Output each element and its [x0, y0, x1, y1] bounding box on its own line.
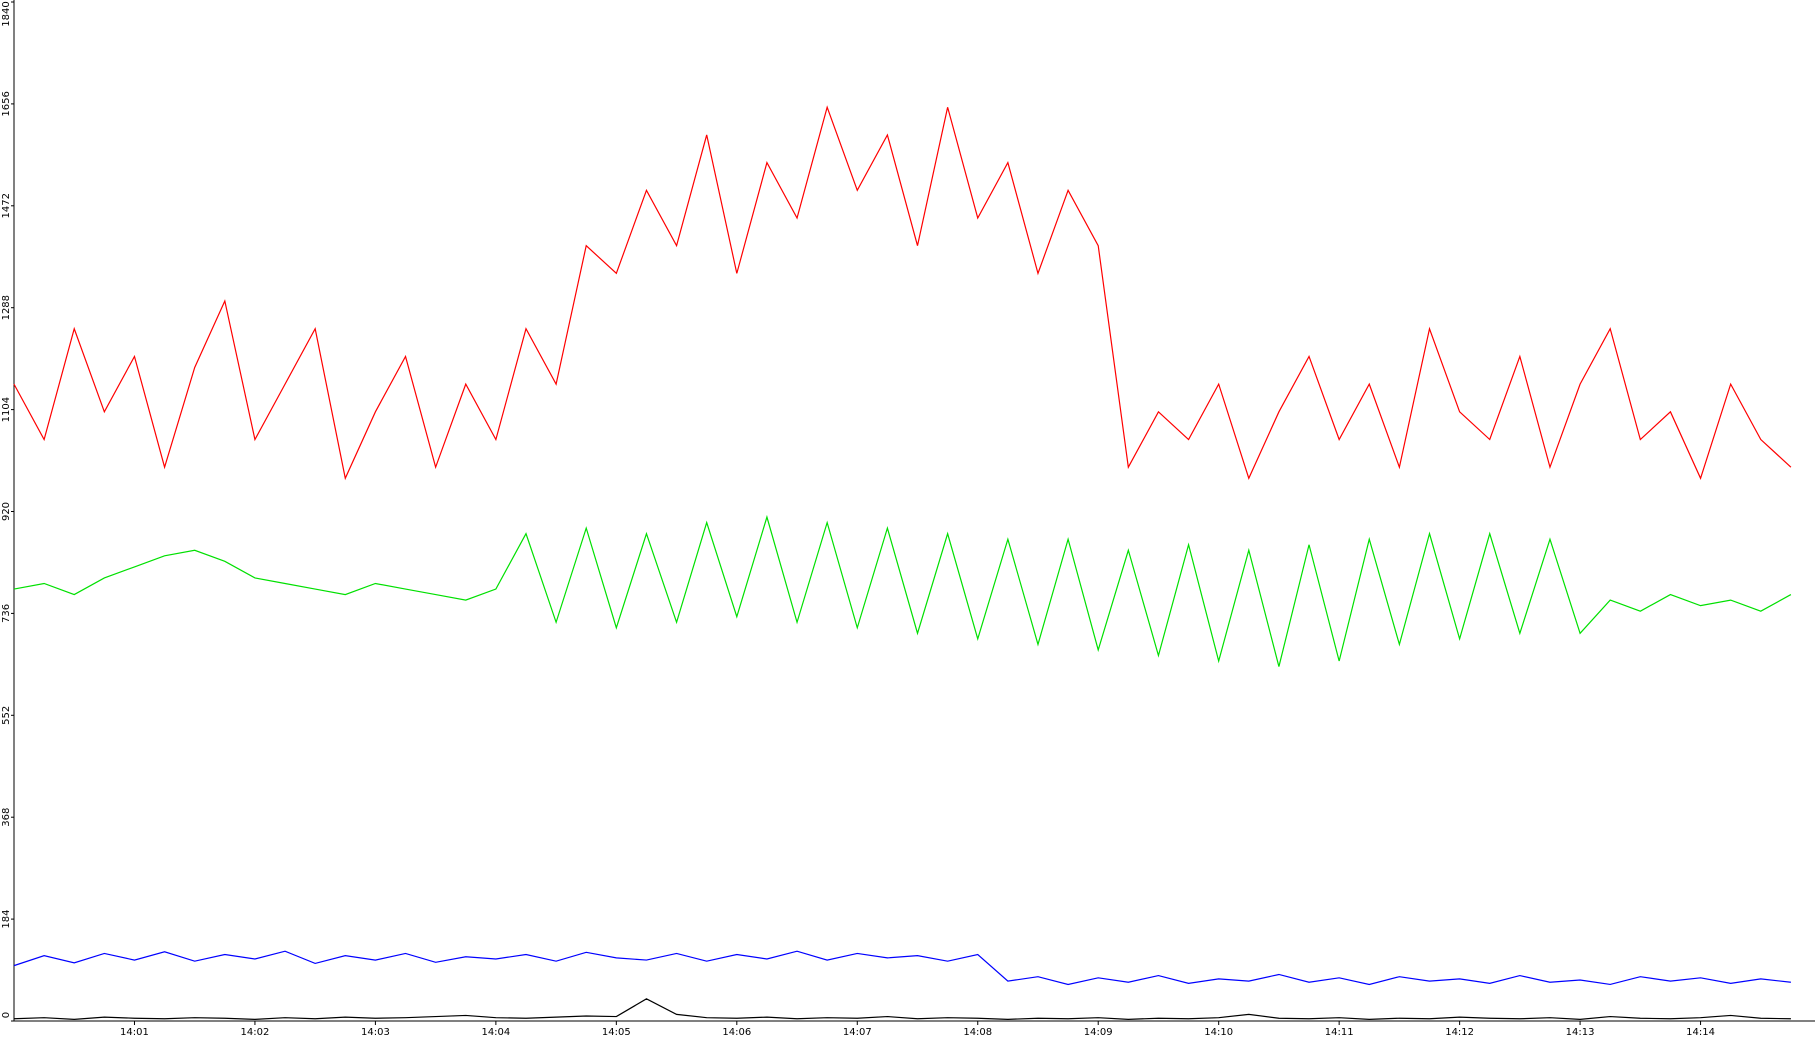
x-tick-label: 14:12 — [1445, 1027, 1474, 1038]
y-tick-label: 368 — [1, 808, 12, 827]
y-tick-label: 920 — [1, 502, 12, 521]
y-tick-label: 552 — [1, 706, 12, 725]
x-tick-label: 14:02 — [241, 1027, 270, 1038]
series-line — [13, 998, 1791, 1020]
y-tick-label: 736 — [1, 604, 12, 623]
x-tick-label: 14:04 — [481, 1027, 510, 1038]
y-tick-label: 0 — [1, 1012, 12, 1018]
x-tick-label: 14:07 — [843, 1027, 872, 1038]
x-tick-label: 14:03 — [361, 1027, 390, 1038]
x-tick-label: 14:08 — [963, 1027, 992, 1038]
series-line — [13, 105, 1792, 481]
x-tick-label: 14:05 — [602, 1027, 631, 1038]
x-tick-label: 14:06 — [722, 1027, 751, 1038]
series-line — [13, 514, 1792, 667]
y-tick-label: 1288 — [1, 295, 12, 320]
x-tick-label: 14:01 — [120, 1027, 149, 1038]
x-tick-label: 14:14 — [1686, 1027, 1715, 1038]
series-line — [13, 950, 1791, 986]
x-tick-label: 14:13 — [1566, 1027, 1595, 1038]
x-tick-label: 14:09 — [1084, 1027, 1113, 1038]
y-tick-label: 1472 — [1, 193, 12, 218]
y-tick-label: 1104 — [1, 397, 12, 422]
x-tick-label: 14:11 — [1325, 1027, 1354, 1038]
y-tick-label: 1656 — [1, 91, 12, 116]
y-tick-label: 184 — [1, 910, 12, 929]
x-tick-label: 14:10 — [1204, 1027, 1233, 1038]
y-tick-label: 1840 — [1, 1, 12, 26]
